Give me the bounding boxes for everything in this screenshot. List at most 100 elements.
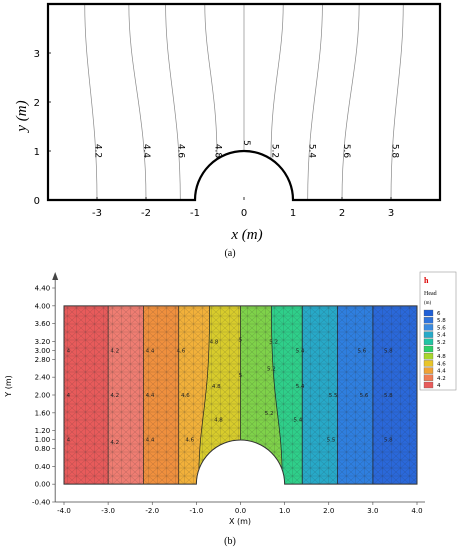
panel-b-x-tick-label: -1.0 xyxy=(190,507,204,515)
panel-a-contour-label: 4.8 xyxy=(213,144,223,159)
panel-a-y-tick-label: 1 xyxy=(34,147,40,158)
panel-b-contour-line xyxy=(271,305,283,485)
panel-b-contour-label: 4.2 xyxy=(110,348,119,354)
panel-a-contour-line xyxy=(165,3,181,201)
legend-swatch xyxy=(423,374,434,381)
legend-label: 6 xyxy=(437,311,441,317)
legend-unit: (m) xyxy=(424,301,432,306)
legend-swatch xyxy=(423,360,434,367)
panel-a-x-tick-label: -1 xyxy=(190,208,200,219)
panel-b-y-tick-label: 1.60 xyxy=(35,409,51,417)
panel-b-contour-labels: 4 4 4 4.2 4.2 4.2 4.4 4.4 4.4 4.6 4.6 4.6 4.8 4.8 4.8 5… xyxy=(67,337,394,446)
panel-b-contours xyxy=(107,305,374,485)
panel-b-contour-label: 5.8 xyxy=(384,438,393,444)
panel-b-contour-label: 4 xyxy=(67,438,71,444)
panel-b-label: (b) xyxy=(224,536,236,547)
legend-label: 4.2 xyxy=(437,376,446,382)
panel-b-x-axis-label: X (m) xyxy=(229,517,251,526)
panel-b-y-tick-label: 1.00 xyxy=(35,436,51,444)
panel-b-y-tick-label: 2.40 xyxy=(35,374,51,382)
panel-b-contour-label: 5.4 xyxy=(293,418,302,424)
panel-b-contour-label: 4.4 xyxy=(146,393,155,399)
panel-b-contour-label: 4.4 xyxy=(146,438,155,444)
panel-a-contour-line xyxy=(307,3,323,201)
panel-a-label: (a) xyxy=(224,248,235,259)
panel-b-y-tick-label: 2.00 xyxy=(35,392,51,400)
panel-b-y-tick-label: 0.40 xyxy=(35,463,51,471)
panel-b-y-tick-label: 4.00 xyxy=(35,302,51,310)
legend-swatch xyxy=(423,367,434,374)
panel-b-x-tick-label: -2.0 xyxy=(145,507,159,515)
panel-b-contour-label: 5.2 xyxy=(265,411,274,417)
panel-b-contour-label: 5.8 xyxy=(384,348,393,354)
legend-corner-label: h xyxy=(424,276,429,285)
panel-b-contour-label: 5 xyxy=(239,337,243,343)
panel-b-y-tick-label: 1.20 xyxy=(35,427,51,435)
panel-b-y-tick-label: 4.40 xyxy=(35,285,51,293)
panel-b-contour-label: 4.2 xyxy=(110,440,119,446)
legend-swatch xyxy=(423,331,434,338)
legend-items: 65.85.6 5.45.254.84.6 4.44.24 xyxy=(423,309,446,389)
panel-a-x-axis-label: x (m) xyxy=(230,227,262,243)
legend-swatch xyxy=(423,309,434,317)
panel-b-x-tick-label: 3.0 xyxy=(367,507,378,515)
panel-a-x-tick-label: 1 xyxy=(290,208,296,219)
panel-a-contour-label: 5.2 xyxy=(269,144,279,158)
panel-b-y-axis-arrow xyxy=(52,272,59,280)
panel-b-x-tick-label: -4.0 xyxy=(57,507,71,515)
legend-label: 5.2 xyxy=(437,340,446,346)
panel-a-contour-line xyxy=(204,3,218,160)
panel-a-x-tick-label: 2 xyxy=(339,208,345,219)
panel-b-contour-label: 5.6 xyxy=(360,393,369,399)
panel-b-contour-label: 5.5 xyxy=(327,438,336,444)
panel-b-y-tick-label: 3.00 xyxy=(35,347,51,355)
panel-b-y-tick-label: 3.60 xyxy=(35,320,51,328)
legend-swatch xyxy=(423,353,434,360)
panel-b-legend: h Head (m) 65.85.6 5.45.254.84.6 4.44.24 xyxy=(419,271,457,391)
panel-b-contour-label: 4.6 xyxy=(177,348,186,354)
panel-b-contour-label: 4.8 xyxy=(212,384,221,390)
legend-title: Head xyxy=(424,291,437,297)
panel-b-contour-line xyxy=(198,305,210,485)
legend-label: 5.8 xyxy=(437,318,446,324)
panel-b-boundary xyxy=(63,305,418,485)
panel-a-contour-label: 4.6 xyxy=(176,144,186,159)
panel-a-y-tick-label: 2 xyxy=(34,98,40,109)
panel-a-contour-line xyxy=(341,3,360,201)
panel-b-contour-label: 4.8 xyxy=(210,340,219,346)
panel-b-contour-label: 5.8 xyxy=(384,393,393,399)
panel-b-x-tick-label: 1.0 xyxy=(279,507,290,515)
panel-a-contour-label: 5 xyxy=(241,140,251,146)
legend-swatch xyxy=(423,317,434,324)
panel-a-x-tick-label: -2 xyxy=(141,208,151,219)
panel-b-y-tick-label: 0.80 xyxy=(35,445,51,453)
panel-a-y-tick-label: 3 xyxy=(34,49,40,60)
legend-swatch xyxy=(423,381,434,389)
panel-b-contour-label: 5.6 xyxy=(357,348,366,354)
panel-a-contour-line xyxy=(270,3,284,160)
legend-label: 5.6 xyxy=(437,325,446,331)
panel-b-x-tick-label: -3.0 xyxy=(101,507,115,515)
panel-b-contour-label: 5 xyxy=(239,373,243,379)
panel-b-y-tick-label: -0.40 xyxy=(32,499,50,507)
legend-label: 5.4 xyxy=(437,333,446,339)
panel-b-x-tick-label: 4.0 xyxy=(411,507,422,515)
panel-b-y-axis-label: Y (m) xyxy=(4,375,13,397)
legend-label: 5 xyxy=(437,347,441,353)
legend-label: 4.8 xyxy=(437,354,446,360)
panel-b-contour-label: 4.2 xyxy=(110,393,119,399)
panel-b-y-tick-label: 3.20 xyxy=(35,338,51,346)
panel-b-x-tick-label: 0.0 xyxy=(235,507,246,515)
panel-a-contour-label: 5.4 xyxy=(306,144,316,159)
panel-b-contour-label: 4 xyxy=(67,348,71,354)
panel-b-contour-label: 5.4 xyxy=(296,348,305,354)
panel-a-y-tick-label: 0 xyxy=(34,196,40,207)
panel-b-contour-label: 5.2 xyxy=(269,340,278,346)
panel-a-x-tick-label: -3 xyxy=(92,208,102,219)
panel-b-y-tick-label: 2.80 xyxy=(35,356,51,364)
legend-swatch xyxy=(423,345,434,353)
panel-b-axes: -0.40 0.00 0.40 0.801.001.20 1.60 2.00 2.40 2.8… xyxy=(32,272,425,515)
panel-a-boundary xyxy=(46,2,442,202)
panel-a-contour-line xyxy=(84,3,98,201)
